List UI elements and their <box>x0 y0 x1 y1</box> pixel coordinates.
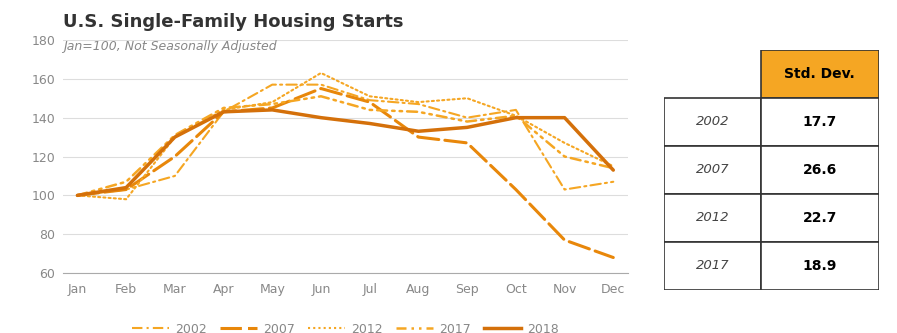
Text: 2017: 2017 <box>695 259 729 272</box>
Bar <box>761 146 879 194</box>
Text: 2007: 2007 <box>695 163 729 176</box>
Bar <box>761 98 879 146</box>
Bar <box>664 98 761 146</box>
Text: 17.7: 17.7 <box>803 115 837 129</box>
Bar <box>664 146 761 194</box>
Bar <box>664 194 761 242</box>
Bar <box>664 50 761 98</box>
Text: 26.6: 26.6 <box>803 163 837 177</box>
Bar <box>664 50 761 98</box>
Bar <box>664 242 761 290</box>
Text: 2012: 2012 <box>695 211 729 224</box>
Bar <box>761 242 879 290</box>
Bar <box>761 50 879 98</box>
Text: U.S. Single-Family Housing Starts: U.S. Single-Family Housing Starts <box>63 13 404 31</box>
Text: 22.7: 22.7 <box>803 211 837 225</box>
Legend: 2002, 2007, 2012, 2017, 2018: 2002, 2007, 2012, 2017, 2018 <box>126 318 564 333</box>
Text: 18.9: 18.9 <box>803 259 837 273</box>
Text: 2002: 2002 <box>695 115 729 129</box>
Text: Jan=100, Not Seasonally Adjusted: Jan=100, Not Seasonally Adjusted <box>63 40 276 53</box>
Text: Std. Dev.: Std. Dev. <box>785 67 855 81</box>
Bar <box>761 194 879 242</box>
